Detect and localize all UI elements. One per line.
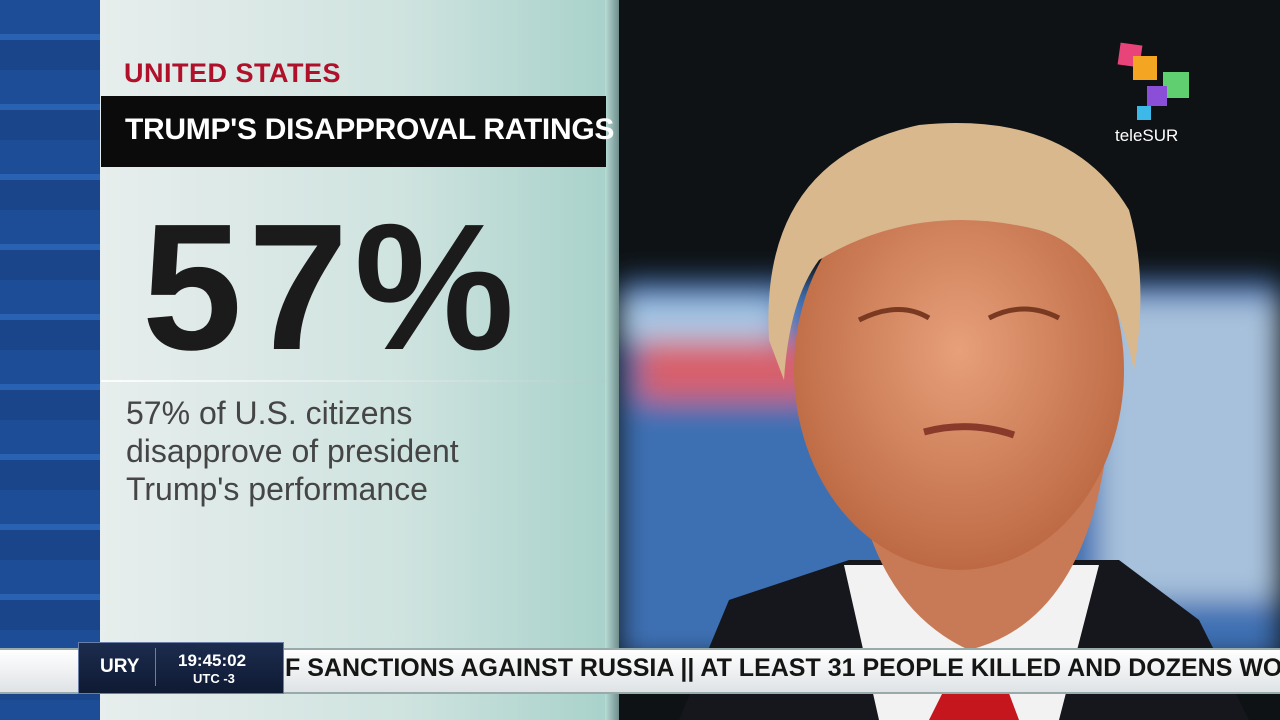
description-line: disapprove of president [126, 433, 459, 469]
mouth [923, 423, 1016, 439]
clock-box [78, 642, 284, 694]
blurred-background [619, 280, 1280, 660]
logo-tile [1147, 86, 1167, 106]
hair [768, 123, 1141, 380]
stat-figure: 57% [142, 187, 521, 388]
timezone: UTC -3 [193, 671, 235, 686]
description-line: Trump's performance [126, 471, 428, 507]
section-label: UNITED STATES [124, 58, 342, 88]
title: TRUMP'S DISAPPROVAL RATINGS [125, 113, 615, 146]
logo-tile [1137, 106, 1151, 120]
eye [987, 306, 1061, 321]
divider [101, 380, 606, 382]
clock-divider [155, 648, 156, 686]
panel-edge [605, 0, 619, 720]
logo-tile [1133, 56, 1157, 80]
country-code: URY [100, 656, 140, 677]
title-bar [101, 96, 606, 167]
ticker-text: F SANCTIONS AGAINST RUSSIA || AT LEAST 3… [285, 654, 1280, 682]
description: 57% of U.S. citizens disapprove of presi… [126, 394, 459, 508]
clock-time: 19:45:02 [178, 651, 247, 670]
eye [857, 307, 931, 323]
logo: teleSUR [1115, 126, 1179, 145]
photo [619, 0, 1280, 720]
logo-tile [1163, 72, 1189, 98]
side-stripe [0, 0, 100, 720]
description-line: 57% of U.S. citizens [126, 395, 413, 431]
face [794, 170, 1124, 570]
